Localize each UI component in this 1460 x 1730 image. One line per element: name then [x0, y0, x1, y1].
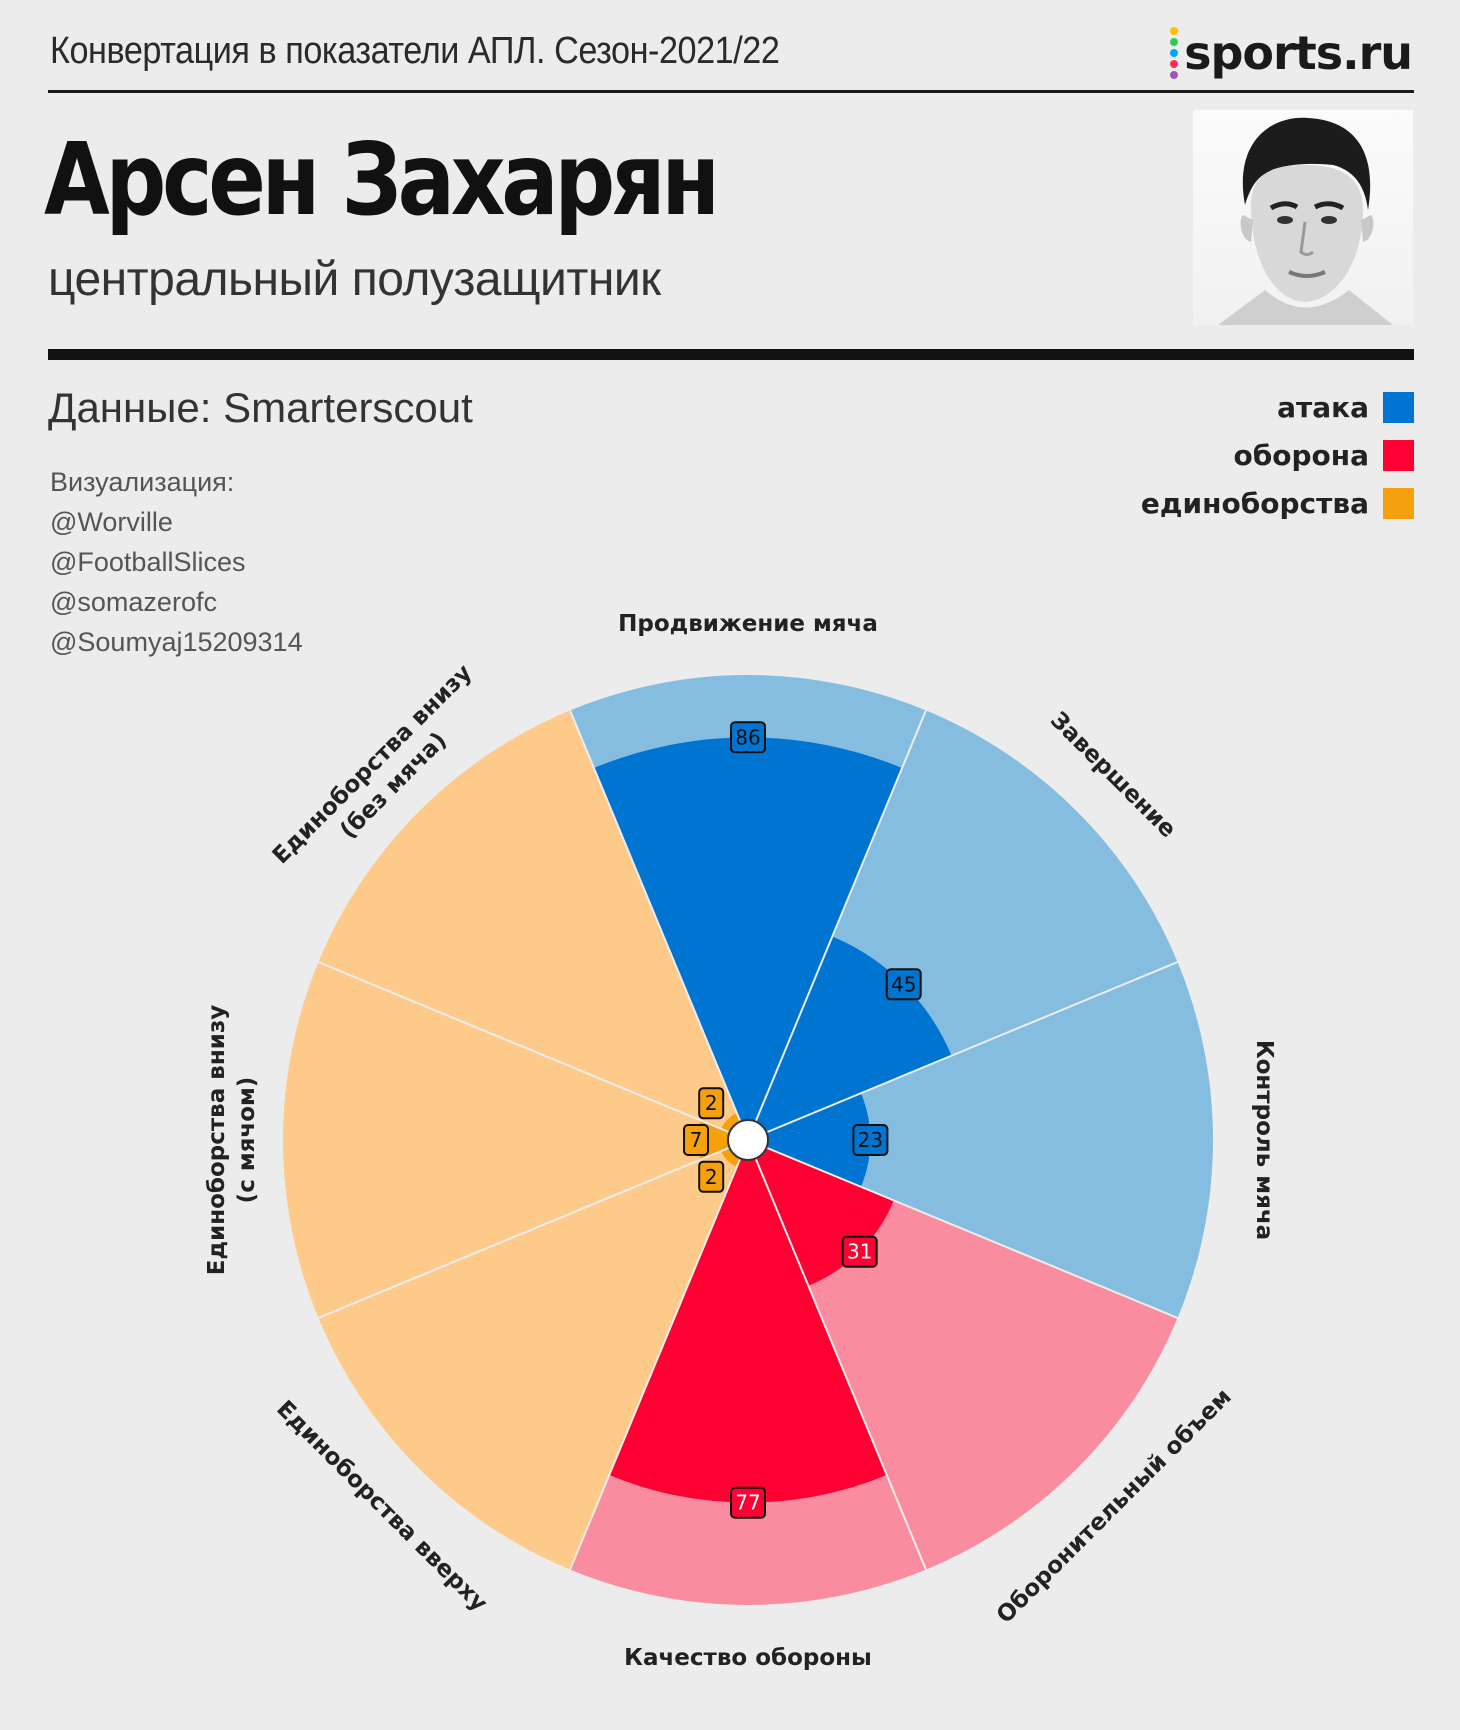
slice-separator — [569, 710, 749, 1141]
slice-separator — [318, 1139, 749, 1319]
slice-value-bar — [593, 737, 903, 1140]
legend-swatch-attack — [1383, 391, 1414, 423]
value-badge: 2 — [698, 1160, 725, 1193]
value-badge-box — [885, 968, 922, 1001]
value-badge: 86 — [730, 721, 766, 754]
player-name: Арсен Захарян — [44, 121, 720, 238]
slice-separator — [747, 1139, 927, 1570]
chart-center-hub — [727, 1119, 769, 1161]
slice-separator — [747, 1139, 1178, 1319]
category-label: Качество обороны — [624, 1645, 872, 1671]
value-badge: 45 — [885, 968, 922, 1001]
logo-dots-icon — [1170, 27, 1179, 79]
player-photo — [1193, 110, 1413, 325]
category-label-line: Качество обороны — [624, 1645, 872, 1671]
category-label-line: (с мячом) — [234, 1077, 260, 1204]
category-label-line: Контроль мяча — [1251, 1040, 1277, 1240]
slice-background — [318, 1140, 748, 1570]
slice-value-bar — [609, 1140, 887, 1503]
legend-item-attack: атака — [1141, 383, 1414, 431]
credit-handle[interactable]: @FootballSlices — [50, 547, 246, 577]
value-label: 2 — [705, 1091, 718, 1115]
credits-title: Визуализация: — [50, 467, 235, 497]
category-label: Продвижение мяча — [618, 611, 878, 637]
value-badge: 7 — [683, 1124, 709, 1156]
data-source-label: Данные: Smarterscout — [48, 384, 473, 431]
legend-item-defense: оборона — [1141, 431, 1414, 479]
credit-handle[interactable]: @somazerofc — [50, 587, 217, 617]
value-badge-box — [698, 1087, 725, 1120]
section-divider — [48, 349, 1414, 360]
value-badge-box — [841, 1235, 878, 1268]
legend-item-duels: единоборства — [1141, 479, 1414, 527]
value-label: 31 — [847, 1240, 872, 1264]
slice-separator — [747, 961, 1178, 1141]
chart-legend: атака оборона единоборства — [1141, 383, 1414, 527]
category-label-line: Единоборства внизу — [204, 1005, 230, 1275]
category-label: Единоборства внизу (с мячом) — [204, 1005, 260, 1275]
slice-separator — [747, 710, 927, 1141]
credit-handle[interactable]: @Worville — [50, 507, 173, 537]
slice-background — [748, 962, 1213, 1318]
slice-background — [283, 962, 748, 1318]
legend-swatch-duels — [1383, 487, 1414, 519]
slice-background — [318, 710, 748, 1140]
header-divider — [48, 90, 1414, 93]
slice-value-bar — [696, 1120, 748, 1160]
value-badge-box — [698, 1160, 725, 1193]
visualization-credits: Визуализация: @Worville @FootballSlices … — [50, 462, 303, 662]
value-label: 7 — [690, 1128, 703, 1152]
slice-separator — [318, 961, 749, 1141]
value-label: 23 — [858, 1128, 883, 1152]
value-badge: 2 — [698, 1087, 725, 1120]
value-label: 45 — [891, 972, 916, 996]
player-position: центральный полузащитник — [48, 253, 661, 306]
sports-ru-logo[interactable]: sports.ru — [1170, 20, 1413, 86]
value-badge: 23 — [852, 1124, 889, 1156]
slice-separator — [569, 1139, 749, 1570]
category-label-line: Продвижение мяча — [618, 611, 878, 637]
logo-text: sports.ru — [1184, 26, 1413, 80]
value-badge: 77 — [730, 1486, 766, 1519]
slice-value-bar — [748, 1093, 871, 1187]
value-badge-box — [730, 1486, 766, 1519]
category-label: Контроль мяча — [1251, 1040, 1277, 1240]
value-label: 2 — [705, 1165, 718, 1189]
value-badge-box — [852, 1124, 889, 1156]
value-badge: 31 — [841, 1235, 878, 1268]
value-label: 86 — [735, 725, 760, 749]
value-badge-box — [730, 721, 766, 754]
value-badge-box — [683, 1124, 709, 1156]
credit-handle[interactable]: @Soumyaj15209314 — [50, 627, 303, 657]
kicker-title: Конвертация в показатели АПЛ. Сезон-2021… — [50, 30, 780, 72]
legend-swatch-defense — [1383, 439, 1414, 471]
value-label: 77 — [735, 1491, 760, 1515]
